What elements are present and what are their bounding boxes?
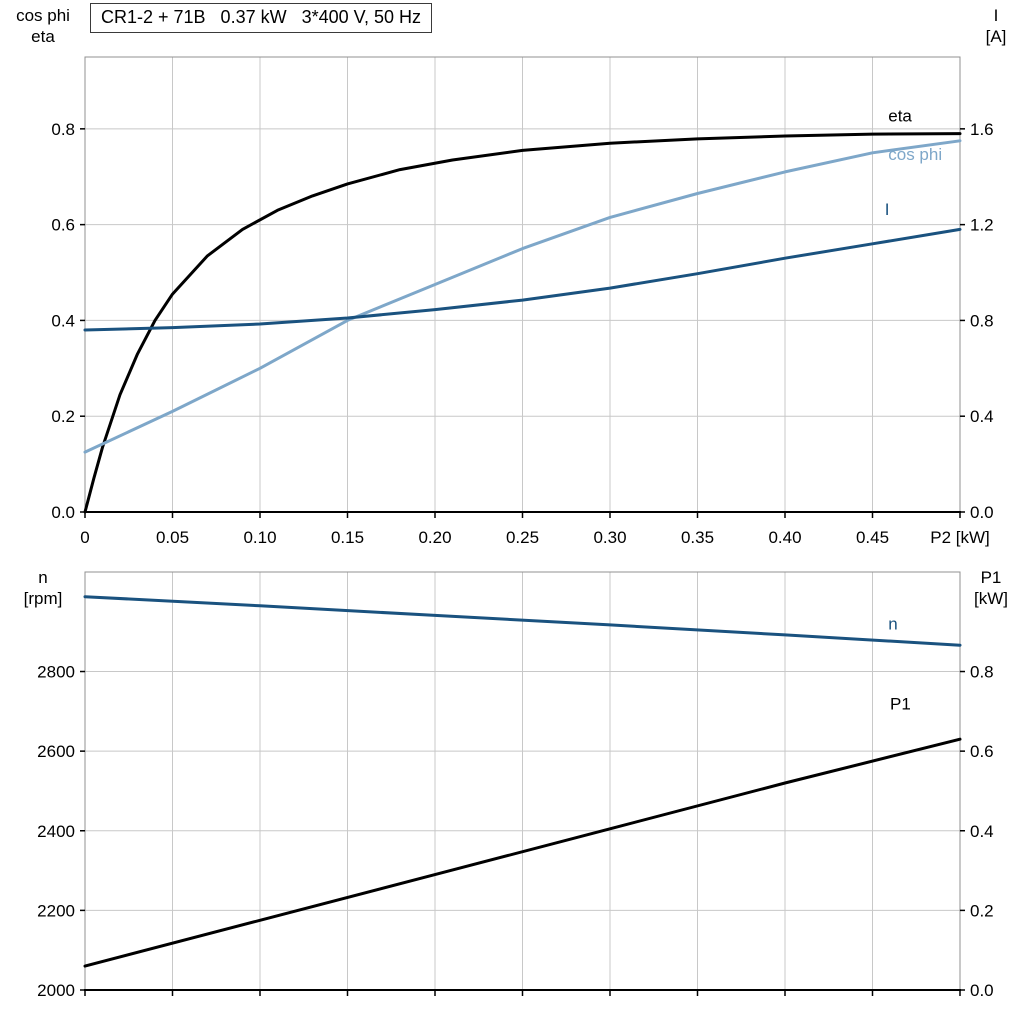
axis-title-eta: eta — [31, 27, 55, 46]
y-left-tick-label: 0.8 — [51, 120, 75, 139]
x-tick-label: 0.35 — [681, 528, 714, 547]
y-right-tick-label: 1.2 — [970, 216, 994, 235]
series-label-cos-phi: cos phi — [888, 145, 942, 164]
y-right-tick-label: 0.8 — [970, 663, 994, 682]
y-right-tick-label: 0.0 — [970, 503, 994, 522]
x-tick-label: 0.25 — [506, 528, 539, 547]
series-label-I: I — [885, 200, 890, 219]
x-tick-label: 0.45 — [856, 528, 889, 547]
x-tick-label: 0.05 — [156, 528, 189, 547]
series-label-eta: eta — [888, 107, 912, 126]
axis-title-current: I — [993, 6, 999, 25]
y-left-tick-label: 2200 — [37, 901, 75, 920]
x-tick-label: 0.40 — [768, 528, 801, 547]
y-right-axis-title-top: I [A] — [976, 5, 1016, 47]
y-right-tick-label: 1.6 — [970, 120, 994, 139]
y-left-tick-label: 0.6 — [51, 216, 75, 235]
chart-title-box: CR1-2 + 71B 0.37 kW 3*400 V, 50 Hz — [90, 3, 433, 33]
y-left-tick-label: 0.4 — [51, 311, 75, 330]
x-tick-label: 0.20 — [418, 528, 451, 547]
series-label-P1: P1 — [890, 694, 911, 713]
y-right-tick-label: 0.8 — [970, 311, 994, 330]
y-right-tick-label: 0.6 — [970, 742, 994, 761]
x-tick-label: 0 — [80, 528, 89, 547]
series-line-I — [83, 227, 962, 332]
axis-title-p1: P1 — [980, 568, 1002, 587]
y-right-tick-label: 0.4 — [970, 407, 994, 426]
series-line-cos-phi — [83, 139, 962, 454]
axis-title-speed: n — [38, 568, 48, 587]
y-right-tick-label: 0.4 — [970, 822, 994, 841]
series-line-eta — [83, 132, 962, 514]
axis-title-cos-phi: cos phi — [16, 6, 70, 25]
y-right-tick-label: 0.0 — [970, 981, 994, 1000]
x-tick-label: 0.10 — [243, 528, 276, 547]
axis-title-p1-unit: [kW] — [974, 589, 1008, 608]
y-left-tick-label: 0.2 — [51, 407, 75, 426]
series-line-P1 — [83, 737, 962, 968]
x-tick-label: P2 [kW] — [930, 528, 990, 547]
y-left-axis-title-top: cos phi eta — [6, 5, 80, 47]
x-tick-label: 0.30 — [593, 528, 626, 547]
axis-title-current-unit: [A] — [985, 27, 1007, 46]
y-left-tick-label: 0.0 — [51, 503, 75, 522]
y-left-tick-label: 2600 — [37, 742, 75, 761]
y-left-tick-label: 2400 — [37, 822, 75, 841]
y-left-axis-title-bottom: n [rpm] — [6, 567, 80, 609]
y-left-tick-label: 2000 — [37, 981, 75, 1000]
y-right-axis-title-bottom: P1 [kW] — [964, 567, 1018, 609]
series-label-n: n — [888, 615, 897, 634]
series-line-n — [83, 595, 962, 647]
x-tick-label: 0.15 — [331, 528, 364, 547]
axis-title-speed-unit: [rpm] — [23, 589, 63, 608]
y-right-tick-label: 0.2 — [970, 901, 994, 920]
y-left-tick-label: 2800 — [37, 663, 75, 682]
